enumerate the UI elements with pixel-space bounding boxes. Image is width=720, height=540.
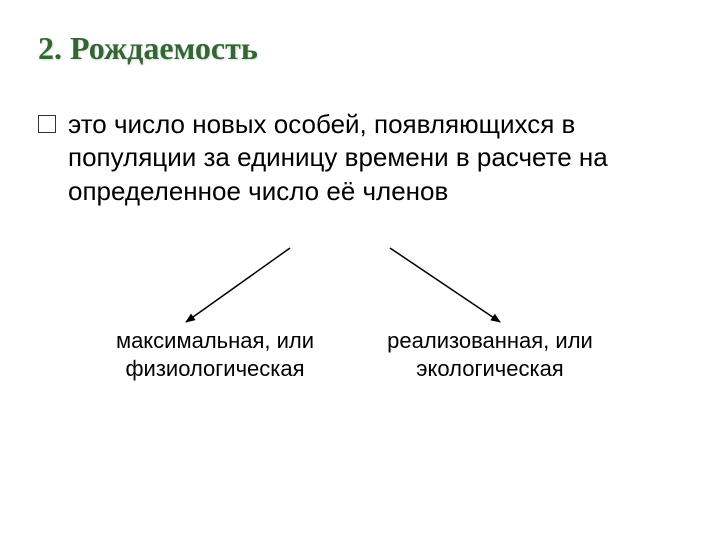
definition-text: это число новых особей, появляющихся в п… [68, 108, 678, 208]
arrow-left [186, 248, 290, 322]
branch-arrows [0, 0, 720, 540]
bullet-marker-icon [38, 115, 56, 133]
bullet-row: это число новых особей, появляющихся в п… [38, 108, 678, 208]
arrow-right [390, 248, 500, 322]
branch-label-right: реализованная, или экологическая [370, 327, 610, 382]
branch-label-left: максимальная, или физиологическая [100, 327, 330, 382]
slide-title: 2. Рождаемость [38, 30, 258, 67]
